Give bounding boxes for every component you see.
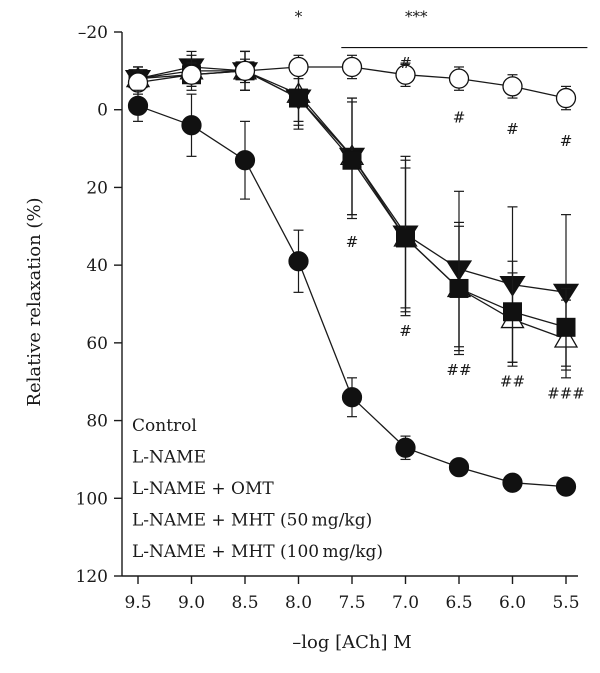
data-point — [341, 56, 363, 78]
data-point — [502, 472, 523, 493]
tick-labels: –20 0 20 40 60 80 100 120 9.5 9.0 8.5 8.0 7.5 7.0 6.5 6… — [76, 23, 580, 613]
y-tick-label: 120 — [76, 567, 108, 587]
data-point — [502, 76, 523, 97]
data-point — [448, 68, 470, 89]
significance-marker: ## — [446, 361, 471, 379]
data-point — [234, 60, 256, 82]
chart-annotations: * ***############# — [295, 7, 588, 402]
data-point — [127, 95, 149, 116]
data-point — [555, 476, 577, 497]
data-point — [181, 64, 202, 85]
data-point — [449, 278, 469, 298]
data-point — [556, 317, 576, 337]
chart-legend: Control L-NAME L-NAME + OMT L-NAME + MHT (5… — [132, 416, 383, 562]
x-tick-label: 8.5 — [231, 593, 258, 613]
x-tick-label: 7.0 — [392, 593, 419, 613]
y-tick-label: –20 — [78, 23, 108, 43]
legend-entry: L-NAME — [132, 448, 206, 468]
significance-marker: * — [295, 7, 303, 25]
x-tick-label: 8.0 — [285, 593, 312, 613]
y-tick-label: 40 — [86, 256, 108, 276]
x-tick-label: 9.5 — [124, 593, 151, 613]
data-point — [288, 251, 309, 272]
y-tick-label: 100 — [76, 489, 108, 509]
legend-entry: L-NAME + MHT (50 mg/kg) — [132, 511, 372, 531]
significance-marker: # — [453, 108, 466, 126]
legend-entry: L-NAME + MHT (100 mg/kg) — [132, 542, 383, 562]
data-point — [448, 457, 470, 478]
data-point — [396, 228, 415, 248]
significance-marker: ## — [500, 373, 525, 391]
chart-series — [124, 50, 580, 497]
y-tick-label: 80 — [86, 412, 108, 432]
series-filled-circle — [127, 89, 577, 497]
y-tick-label: 60 — [86, 334, 108, 354]
y-tick-label: 0 — [97, 101, 108, 121]
data-point — [342, 150, 362, 170]
data-point — [127, 72, 149, 93]
significance-marker: *** — [405, 7, 428, 25]
data-point — [289, 88, 308, 108]
data-point — [503, 302, 522, 322]
data-point — [395, 64, 416, 85]
data-point — [288, 56, 309, 78]
significance-marker: # — [399, 54, 412, 72]
x-tick-label: 7.5 — [338, 593, 365, 613]
legend-entry: L-NAME + OMT — [132, 479, 274, 499]
y-axis-title: Relative relaxation (%) — [24, 197, 45, 406]
significance-marker: # — [346, 233, 359, 251]
data-point — [181, 115, 202, 136]
data-point — [341, 387, 363, 408]
series-open-circle — [127, 54, 577, 111]
data-point — [234, 150, 256, 171]
x-tick-label: 5.5 — [552, 593, 579, 613]
x-axis-title: –log [ACh] M — [292, 632, 411, 653]
chart-axes — [114, 31, 578, 584]
legend-entry: Control — [132, 416, 197, 436]
x-tick-label: 9.0 — [178, 593, 205, 613]
x-tick-label: 6.0 — [499, 593, 526, 613]
significance-marker: # — [560, 132, 573, 150]
x-tick-label: 6.5 — [445, 593, 472, 613]
significance-marker: # — [399, 322, 412, 340]
data-point — [555, 87, 577, 109]
significance-marker: # — [506, 120, 519, 138]
data-point — [395, 437, 416, 458]
significance-marker: ### — [547, 384, 585, 402]
y-tick-label: 20 — [86, 178, 108, 198]
